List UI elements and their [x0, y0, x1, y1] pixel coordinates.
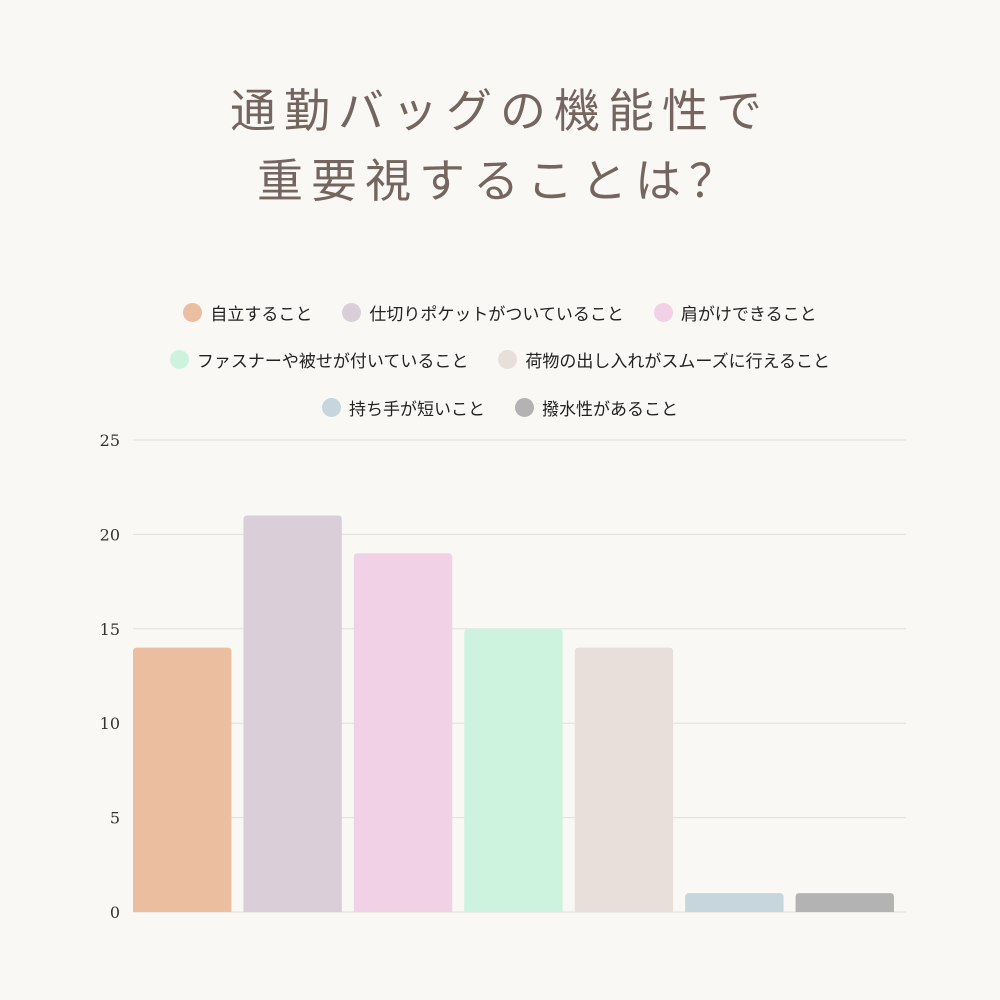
bar-3 — [353, 553, 453, 912]
y-tick-label-0: 0 — [110, 903, 120, 922]
legend-swatch-7 — [515, 398, 534, 417]
y-tick-label-10: 10 — [100, 714, 120, 733]
bar-6 — [685, 893, 784, 912]
chart-title-line-1: 通勤バッグの機能性で — [230, 84, 770, 138]
bars — [133, 515, 894, 912]
y-axis-ticks: 0 5 10 15 20 25 — [100, 431, 120, 922]
chart-title-line-2: 重要視することは？ — [257, 154, 743, 208]
legend-label-1: 自立すること — [210, 305, 313, 325]
bar-7 — [795, 893, 894, 912]
legend-label-7: 撥水性があること — [542, 400, 678, 420]
legend-item-5: 荷物の出し入れがスムーズに行えること — [498, 347, 830, 372]
bar-5 — [574, 647, 674, 912]
legend-label-3: 肩がけできること — [680, 305, 817, 325]
legend-label-5: 荷物の出し入れがスムーズに行えること — [525, 352, 831, 372]
legend-item-2: 仕切りポケットがついていること — [342, 300, 624, 325]
legend-row-2: ファスナーや被せが付いていること 荷物の出し入れがスムーズに行えること — [0, 347, 1000, 372]
bar-2 — [243, 515, 342, 912]
legend-item-4: ファスナーや被せが付いていること — [169, 347, 469, 372]
legend-row-3: 持ち手が短いこと 撥水性があること — [0, 395, 1000, 420]
legend-item-3: 肩がけできること — [653, 300, 817, 325]
legend-label-2: 仕切りポケットがついていること — [369, 305, 624, 325]
legend-item-7: 撥水性があること — [515, 395, 678, 420]
legend-swatch-3 — [653, 303, 673, 322]
y-tick-label-15: 15 — [100, 620, 120, 639]
y-tick-label-25: 25 — [100, 431, 120, 450]
y-tick-label-20: 20 — [100, 525, 120, 544]
y-tick-label-5: 5 — [110, 809, 120, 828]
bar-4 — [464, 628, 563, 912]
legend-label-4: ファスナーや被せが付いていること — [196, 352, 469, 372]
bar-1 — [133, 647, 232, 912]
legend-swatch-1 — [183, 303, 203, 322]
legend-swatch-5 — [498, 350, 518, 369]
legend-swatch-6 — [322, 398, 341, 417]
legend-item-1: 自立すること — [183, 300, 312, 325]
legend-swatch-4 — [169, 350, 189, 369]
legend-label-6: 持ち手が短いこと — [349, 400, 485, 420]
legend-item-6: 持ち手が短いこと — [322, 395, 485, 420]
legend-row-1: 自立すること 仕切りポケットがついていること 肩がけできること — [0, 300, 1000, 325]
legend-swatch-2 — [342, 303, 362, 322]
